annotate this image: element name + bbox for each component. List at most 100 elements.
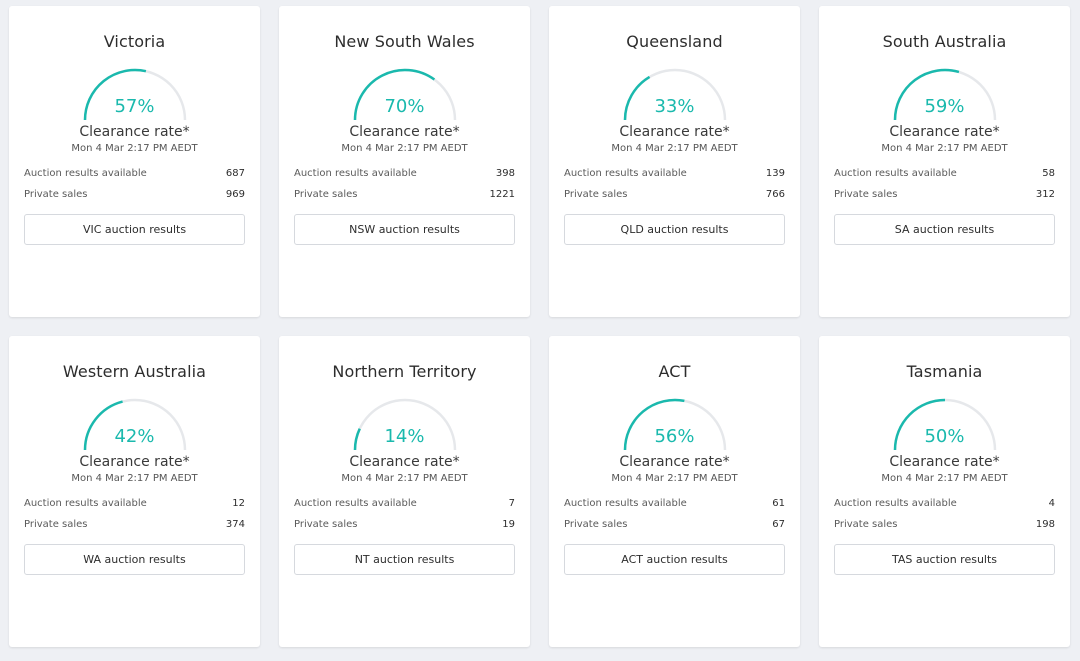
clearance-rate-label: Clearance rate* [79,454,190,470]
clearance-rate-label: Clearance rate* [79,124,190,140]
private-sales-label: Private sales [24,189,88,200]
auction-results-label: Auction results available [834,498,957,509]
gauge-fill [353,68,436,121]
clearance-rate-label: Clearance rate* [349,454,460,470]
clearance-rate-date: Mon 4 Mar 2:17 PM AEDT [341,143,468,154]
clearance-gauge [83,398,187,451]
tas-auction-results-button[interactable]: TAS auction results [834,544,1055,575]
clearance-rate-value: 59% [924,96,965,117]
clearance-rate-value: 50% [924,426,965,447]
auction-results-label: Auction results available [564,168,687,179]
auction-results-row: Auction results available 61 [564,498,785,509]
clearance-rate-date: Mon 4 Mar 2:17 PM AEDT [71,473,198,484]
auction-results-row: Auction results available 139 [564,168,785,179]
clearance-rate-date: Mon 4 Mar 2:17 PM AEDT [611,143,738,154]
clearance-rate-date: Mon 4 Mar 2:17 PM AEDT [71,143,198,154]
auction-results-value: 58 [1042,168,1055,179]
auction-results-value: 139 [765,168,785,179]
private-sales-row: Private sales 969 [24,189,245,200]
auction-results-label: Auction results available [294,168,417,179]
card-title: Victoria [103,32,166,51]
private-sales-value: 67 [772,519,785,530]
auction-results-row: Auction results available 12 [24,498,245,509]
state-card-northern-territory: Northern Territory 14% Clearance rate* M… [279,336,530,647]
clearance-rate-value: 14% [384,426,425,447]
private-sales-row: Private sales 19 [294,519,515,530]
private-sales-row: Private sales 374 [24,519,245,530]
card-title: South Australia [882,32,1007,51]
clearance-rate-date: Mon 4 Mar 2:17 PM AEDT [881,143,1008,154]
clearance-rate-value: 70% [384,96,425,117]
auction-results-row: Auction results available 398 [294,168,515,179]
auction-results-label: Auction results available [294,498,417,509]
card-title: Queensland [626,32,723,51]
clearance-gauge [353,398,457,451]
private-sales-value: 766 [765,189,785,200]
vic-auction-results-button[interactable]: VIC auction results [24,214,245,245]
clearance-rate-label: Clearance rate* [349,124,460,140]
clearance-gauge [83,68,187,121]
private-sales-row: Private sales 1221 [294,189,515,200]
wa-auction-results-button[interactable]: WA auction results [24,544,245,575]
auction-results-value: 687 [225,168,245,179]
state-card-south-australia: South Australia 59% Clearance rate* Mon … [819,6,1070,317]
gauge-track [353,398,457,451]
auction-results-value: 61 [772,498,785,509]
clearance-rate-value: 57% [114,96,155,117]
clearance-rate-date: Mon 4 Mar 2:17 PM AEDT [611,473,738,484]
clearance-rate-date: Mon 4 Mar 2:17 PM AEDT [881,473,1008,484]
state-card-western-australia: Western Australia 42% Clearance rate* Mo… [9,336,260,647]
private-sales-label: Private sales [564,189,628,200]
card-title: ACT [658,362,691,381]
private-sales-label: Private sales [834,189,898,200]
private-sales-label: Private sales [294,519,358,530]
nsw-auction-results-button[interactable]: NSW auction results [294,214,515,245]
clearance-rate-date: Mon 4 Mar 2:17 PM AEDT [341,473,468,484]
auction-results-row: Auction results available 4 [834,498,1055,509]
gauge-fill [893,398,946,451]
qld-auction-results-button[interactable]: QLD auction results [564,214,785,245]
nt-auction-results-button[interactable]: NT auction results [294,544,515,575]
clearance-rate-value: 42% [114,426,155,447]
auction-results-label: Auction results available [24,498,147,509]
auction-results-row: Auction results available 58 [834,168,1055,179]
auction-results-value: 12 [232,498,245,509]
gauge-fill [83,400,123,451]
auction-results-label: Auction results available [24,168,147,179]
clearance-rate-label: Clearance rate* [619,124,730,140]
private-sales-label: Private sales [564,519,628,530]
auction-results-label: Auction results available [834,168,957,179]
private-sales-value: 19 [502,519,515,530]
private-sales-value: 374 [225,519,245,530]
clearance-rate-value: 56% [654,426,695,447]
auction-results-value: 398 [495,168,515,179]
clearance-gauge [623,68,727,121]
card-title: Northern Territory [332,362,477,381]
card-title: Western Australia [62,362,207,381]
clearance-gauge [353,68,457,121]
private-sales-value: 198 [1035,519,1055,530]
sa-auction-results-button[interactable]: SA auction results [834,214,1055,245]
card-title: Tasmania [906,362,983,381]
auction-results-label: Auction results available [564,498,687,509]
private-sales-row: Private sales 766 [564,189,785,200]
card-title: New South Wales [334,32,475,51]
gauge-fill [623,398,685,451]
clearance-rate-label: Clearance rate* [619,454,730,470]
clearance-rate-label: Clearance rate* [889,124,1000,140]
private-sales-row: Private sales 312 [834,189,1055,200]
gauge-fill [623,75,651,121]
private-sales-label: Private sales [294,189,358,200]
clearance-gauge [893,398,997,451]
private-sales-label: Private sales [834,519,898,530]
gauge-fill [83,68,147,121]
state-card-queensland: Queensland 33% Clearance rate* Mon 4 Mar… [549,6,800,317]
clearance-gauge [623,398,727,451]
state-card-tasmania: Tasmania 50% Clearance rate* Mon 4 Mar 2… [819,336,1070,647]
auction-results-row: Auction results available 687 [24,168,245,179]
auction-results-value: 4 [1048,498,1055,509]
act-auction-results-button[interactable]: ACT auction results [564,544,785,575]
private-sales-row: Private sales 198 [834,519,1055,530]
gauge-fill [353,428,361,451]
